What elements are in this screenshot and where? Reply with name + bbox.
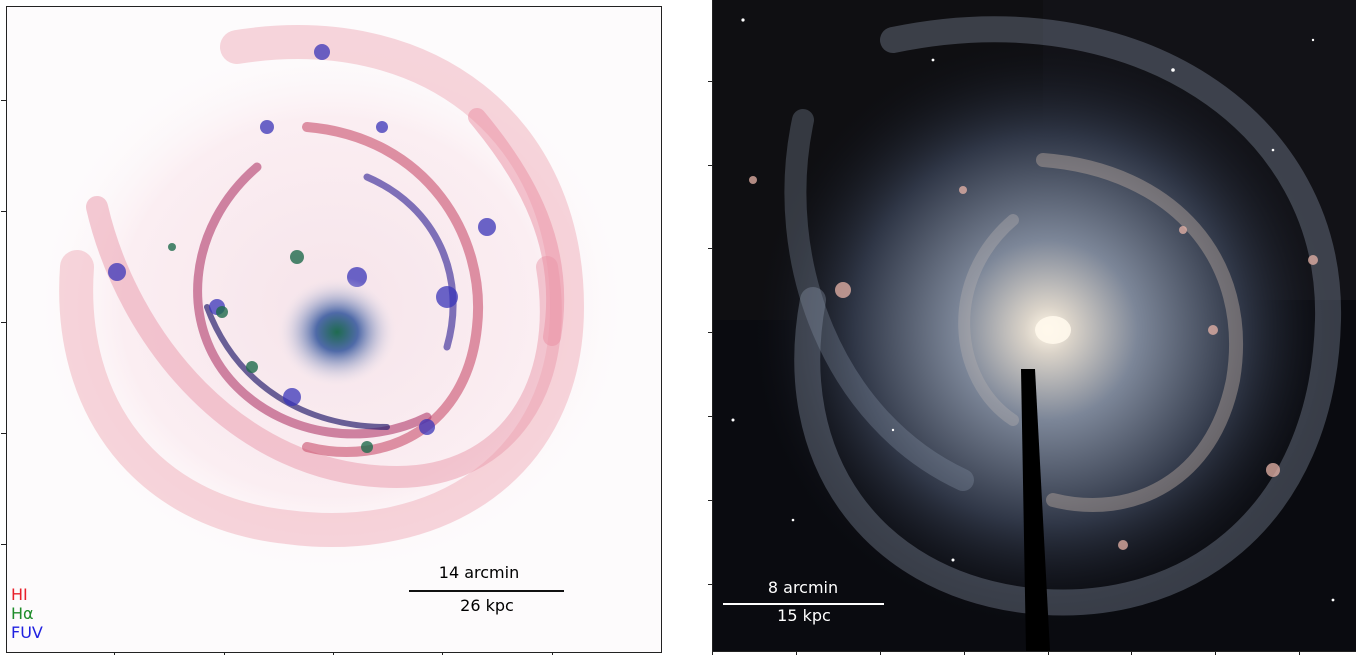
- y-tick: [1, 544, 6, 545]
- x-tick: [964, 651, 965, 655]
- x-tick: [333, 652, 334, 655]
- legend-halpha: Hα: [11, 604, 34, 623]
- right-scalebar-physical-label: 15 kpc: [777, 606, 831, 625]
- x-tick: [880, 651, 881, 655]
- y-tick: [708, 416, 712, 417]
- galaxy-composite-illustration: [32, 25, 632, 577]
- left-scalebar-line: [409, 590, 564, 592]
- y-tick: [708, 584, 712, 585]
- legend-hi: HI: [11, 585, 28, 604]
- right-scalebar-line: [723, 603, 884, 605]
- x-tick: [1299, 651, 1300, 655]
- x-tick: [796, 651, 797, 655]
- x-tick: [552, 652, 553, 655]
- optical-galaxy-image: 8 arcmin 15 kpc: [712, 0, 1356, 652]
- hi-halpha-fuv-composite-image: 14 arcmin 26 kpc HI Hα FUV: [6, 6, 662, 653]
- y-tick: [708, 165, 712, 166]
- y-tick: [1, 322, 6, 323]
- x-tick: [1131, 651, 1132, 655]
- left-scalebar-physical-label: 26 kpc: [460, 596, 514, 615]
- legend-fuv: FUV: [11, 623, 43, 642]
- x-tick: [712, 651, 713, 655]
- x-tick: [114, 652, 115, 655]
- y-tick: [708, 500, 712, 501]
- y-tick: [708, 248, 712, 249]
- x-tick: [224, 652, 225, 655]
- right-scalebar-angular-label: 8 arcmin: [767, 578, 839, 597]
- y-tick: [1, 211, 6, 212]
- spiral-galaxy-illustration: [713, 0, 1356, 651]
- x-tick: [442, 652, 443, 655]
- y-tick: [1, 433, 6, 434]
- y-tick: [708, 81, 712, 82]
- y-tick: [708, 332, 712, 333]
- x-tick: [1215, 651, 1216, 655]
- y-tick: [1, 100, 6, 101]
- x-tick: [1048, 651, 1049, 655]
- left-scalebar-angular-label: 14 arcmin: [438, 563, 520, 582]
